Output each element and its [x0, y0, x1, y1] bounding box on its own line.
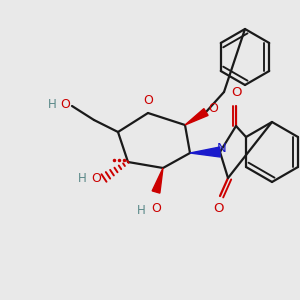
- Text: O: O: [213, 202, 223, 215]
- Text: O: O: [60, 98, 70, 110]
- Text: O: O: [231, 86, 241, 99]
- Text: O: O: [151, 202, 161, 215]
- Polygon shape: [185, 109, 208, 125]
- Text: H: H: [136, 203, 146, 217]
- Text: N: N: [217, 142, 227, 154]
- Text: H: H: [78, 172, 86, 184]
- Text: H: H: [48, 98, 56, 110]
- Text: O: O: [143, 94, 153, 107]
- Text: O: O: [208, 103, 218, 116]
- Text: O: O: [91, 172, 101, 184]
- Polygon shape: [190, 147, 220, 157]
- Polygon shape: [152, 168, 163, 193]
